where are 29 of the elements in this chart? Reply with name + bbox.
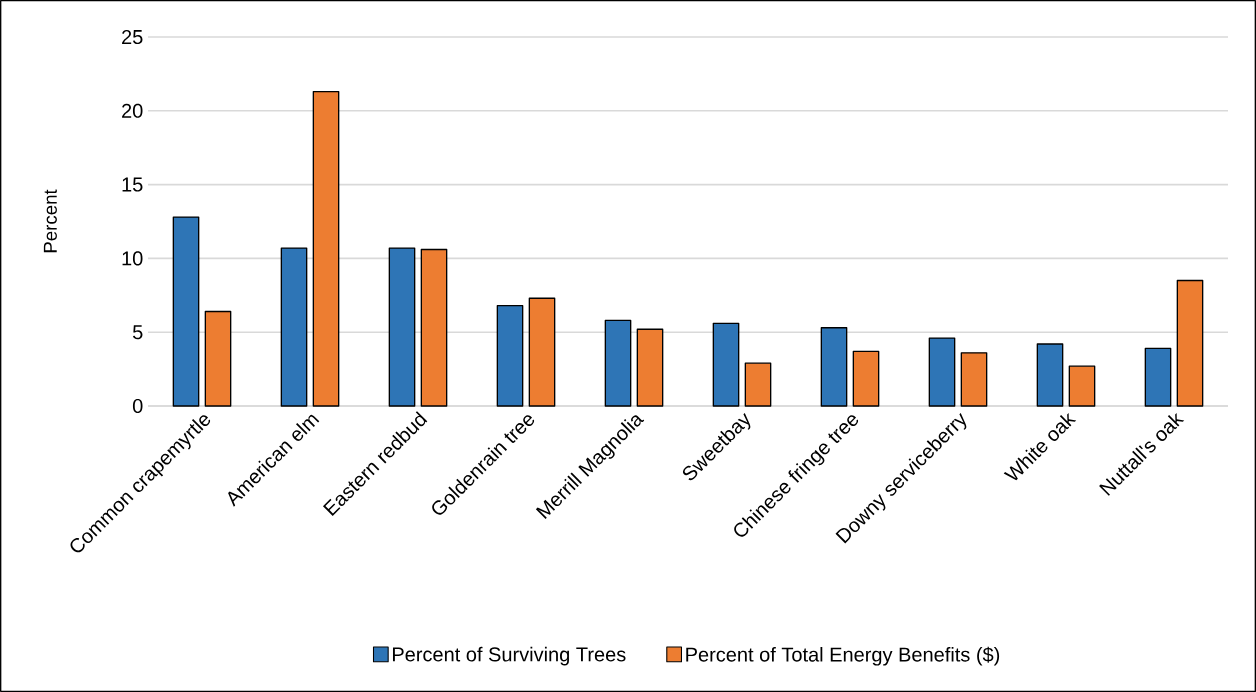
bar [852, 350, 880, 407]
bar [604, 319, 632, 407]
bar [420, 248, 448, 407]
bar [528, 297, 556, 407]
bar [172, 216, 200, 407]
y-tick-label: 5 [132, 325, 143, 340]
bar [820, 327, 848, 407]
bar [744, 362, 772, 407]
y-tick-label: 10 [122, 251, 143, 266]
y-axis-title: Percent [43, 189, 57, 253]
bar [1036, 343, 1064, 407]
bar [712, 322, 740, 407]
legend-label: Percent of Total Energy Benefits ($) [686, 646, 1000, 666]
bar [1144, 347, 1172, 407]
y-tick-label: 15 [122, 177, 143, 192]
bar [312, 90, 340, 407]
bar [496, 304, 524, 407]
bar [1176, 279, 1204, 407]
bar [636, 328, 664, 407]
bar [388, 247, 416, 407]
bar [204, 310, 232, 407]
bar [1068, 365, 1096, 407]
y-tick-label: 20 [122, 103, 143, 118]
bar [960, 352, 988, 407]
y-tick-label: 0 [132, 398, 143, 414]
legend-label: Percent of Surviving Trees [392, 646, 626, 666]
y-tick-label: 25 [122, 29, 143, 45]
bar [280, 247, 308, 407]
bar [928, 337, 956, 407]
